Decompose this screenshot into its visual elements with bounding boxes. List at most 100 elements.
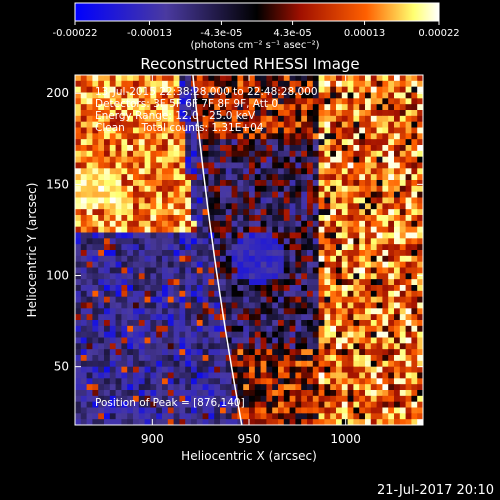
heatmap-cell (330, 267, 337, 274)
heatmap-cell (156, 378, 163, 385)
heatmap-cell (167, 419, 175, 426)
heatmap-cell (278, 226, 285, 233)
heatmap-cell (133, 296, 140, 303)
heatmap-cell (295, 86, 302, 93)
heatmap-cell (278, 104, 285, 111)
heatmap-cell (370, 285, 378, 292)
heatmap-cell (318, 413, 325, 420)
heatmap-cell (115, 250, 122, 257)
heatmap-cell (121, 238, 128, 245)
heatmap-cell (399, 133, 407, 140)
heatmap-cell (220, 250, 227, 257)
heatmap-cell (208, 255, 215, 263)
heatmap-cell (121, 308, 128, 315)
heatmap-cell (417, 185, 424, 193)
heatmap-cell (278, 139, 285, 146)
heatmap-cell (162, 401, 169, 408)
heatmap-cell (231, 162, 238, 169)
heatmap-cell (278, 419, 285, 426)
heatmap-cell (266, 226, 273, 233)
heatmap-cell (307, 296, 314, 303)
heatmap-cell (370, 320, 378, 327)
heatmap-cell (214, 238, 221, 245)
heatmap-cell (202, 180, 209, 187)
heatmap-cell (318, 121, 325, 128)
heatmap-cell (278, 121, 285, 128)
heatmap-cell (330, 226, 337, 233)
heatmap-cell (156, 174, 163, 181)
heatmap-cell (98, 302, 105, 309)
heatmap-cell (382, 203, 389, 210)
heatmap-cell (150, 290, 157, 298)
heatmap-cell (289, 185, 296, 193)
heatmap-cell (330, 290, 337, 298)
heatmap-cell (301, 98, 308, 105)
heatmap-cell (104, 168, 111, 175)
heatmap-cell (138, 156, 146, 163)
heatmap-cell (92, 75, 99, 82)
heatmap-cell (156, 419, 163, 426)
heatmap-cell (202, 360, 209, 368)
heatmap-cell (109, 110, 117, 117)
heatmap-cell (249, 110, 256, 117)
heatmap-cell (133, 360, 140, 368)
heatmap-cell (283, 191, 291, 198)
heatmap-cell (376, 308, 383, 315)
heatmap-cell (231, 180, 238, 187)
heatmap-cell (92, 395, 99, 403)
heatmap-cell (225, 191, 233, 198)
heatmap-cell (185, 261, 192, 268)
heatmap-cell (220, 290, 227, 298)
heatmap-cell (295, 150, 302, 158)
heatmap-cell (278, 314, 285, 321)
heatmap-cell (266, 121, 273, 128)
heatmap-cell (388, 226, 395, 233)
heatmap-cell (411, 145, 418, 152)
heatmap-cell (173, 150, 180, 158)
heatmap-cell (249, 267, 256, 274)
heatmap-cell (376, 104, 383, 111)
heatmap-cell (185, 273, 192, 280)
heatmap-cell (376, 413, 383, 420)
heatmap-cell (127, 296, 134, 303)
heatmap-cell (220, 104, 227, 111)
heatmap-cell (359, 191, 366, 198)
heatmap-cell (225, 320, 233, 327)
heatmap-cell (225, 185, 233, 193)
heatmap-cell (179, 314, 186, 321)
heatmap-cell (80, 273, 88, 280)
heatmap-cell (98, 384, 105, 391)
heatmap-cell (202, 279, 209, 286)
heatmap-cell (365, 232, 372, 239)
heatmap-cell (370, 220, 378, 228)
heatmap-cell (318, 127, 325, 134)
heatmap-cell (394, 401, 401, 408)
heatmap-cell (156, 343, 163, 350)
heatmap-cell (144, 75, 151, 82)
heatmap-cell (417, 121, 424, 128)
heatmap-cell (370, 191, 378, 198)
heatmap-cell (411, 191, 418, 198)
heatmap-cell (115, 92, 122, 99)
heatmap-cell (92, 121, 99, 128)
heatmap-cell (336, 285, 343, 292)
heatmap-cell (318, 115, 325, 123)
heatmap-cell (138, 168, 146, 175)
heatmap-cell (208, 180, 215, 187)
heatmap-cell (312, 98, 320, 105)
heatmap-cell (399, 384, 407, 391)
heatmap-cell (98, 419, 105, 426)
heatmap-cell (295, 139, 302, 146)
heatmap-cell (109, 92, 117, 99)
heatmap-cell (179, 238, 186, 245)
heatmap-cell (295, 238, 302, 245)
heatmap-cell (353, 133, 360, 140)
heatmap-cell (150, 215, 157, 222)
heatmap-cell (156, 197, 163, 204)
heatmap-cell (243, 366, 250, 373)
heatmap-cell (318, 197, 325, 204)
heatmap-cell (202, 302, 209, 309)
heatmap-cell (370, 314, 378, 321)
heatmap-cell (75, 98, 82, 105)
heatmap-cell (353, 378, 360, 385)
